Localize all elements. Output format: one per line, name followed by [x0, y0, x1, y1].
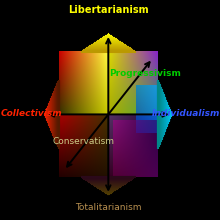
Text: Totalitarianism: Totalitarianism	[75, 204, 141, 212]
Text: Collectivism: Collectivism	[0, 109, 62, 118]
Text: Progressivism: Progressivism	[109, 69, 181, 78]
Text: Conservatism: Conservatism	[52, 138, 114, 146]
Text: Individualism: Individualism	[151, 109, 220, 118]
Text: Libertarianism: Libertarianism	[68, 5, 149, 15]
